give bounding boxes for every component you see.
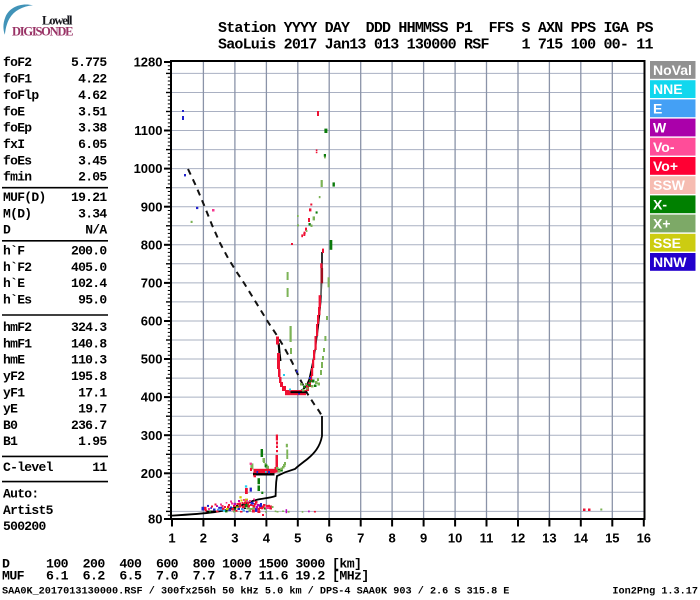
svg-text:500: 500 [141,352,163,367]
svg-text:h`Es: h`Es [3,292,32,307]
svg-text:X+: X+ [653,216,671,232]
svg-text:200: 200 [141,466,163,481]
svg-text:4.62: 4.62 [78,88,107,103]
svg-text:10: 10 [448,531,462,546]
svg-text:900: 900 [141,199,163,214]
svg-text:E: E [653,100,662,116]
svg-text:1: 1 [168,531,175,546]
svg-text:D 100 200 400 600 800: D 100 200 400 600 800 1000 1500 3000 [km… [2,556,361,571]
svg-text:1100: 1100 [134,123,162,138]
svg-text:yE: yE [3,402,18,417]
svg-text:SSE: SSE [653,235,681,251]
svg-text:102.4: 102.4 [71,276,107,291]
svg-text:4: 4 [263,531,271,546]
svg-text:700: 700 [141,276,163,291]
svg-text:Lowell: Lowell [42,13,73,27]
svg-text:236.7: 236.7 [71,418,107,433]
svg-text:600: 600 [141,314,163,329]
svg-text:9: 9 [420,531,427,546]
svg-text:11: 11 [92,460,107,475]
svg-text:140.8: 140.8 [71,336,107,351]
svg-text:hmF2: hmF2 [3,320,32,335]
svg-text:11: 11 [480,531,494,546]
svg-text:Ion2Png 1.3.17: Ion2Png 1.3.17 [612,587,698,598]
svg-text:N/A: N/A [85,223,107,238]
svg-text:C-level: C-level [3,460,54,475]
svg-text:foF1: foF1 [3,72,32,87]
svg-text:4.22: 4.22 [78,72,107,87]
svg-text:foF2: foF2 [3,55,32,70]
svg-text:5: 5 [294,531,301,546]
svg-text:B0: B0 [3,418,18,433]
svg-text:2.05: 2.05 [78,170,107,185]
svg-text:Auto:: Auto: [3,487,39,502]
svg-text:fxI: fxI [3,137,24,152]
svg-text:1280: 1280 [134,55,163,70]
svg-text:SAA0K_2017013130000.RSF / 300f: SAA0K_2017013130000.RSF / 300fx256h 50 k… [2,586,509,598]
svg-text:MUF(D): MUF(D) [3,190,46,205]
svg-text:Artist5: Artist5 [3,503,54,518]
svg-text:SaoLuis 2017 Jan13 013 130000: SaoLuis 2017 Jan13 013 130000 RSF 1 715 … [218,37,653,54]
svg-text:Vo+: Vo+ [653,158,678,174]
svg-text:16: 16 [637,531,651,546]
svg-text:3.34: 3.34 [78,206,107,221]
svg-text:yF1: yF1 [3,385,25,400]
svg-text:6.05: 6.05 [78,137,107,152]
svg-text:8: 8 [388,531,395,546]
svg-text:W: W [653,120,667,136]
svg-text:NNW: NNW [653,254,687,270]
svg-text:B1: B1 [3,434,18,449]
svg-text:NoVal: NoVal [653,62,692,78]
svg-text:400: 400 [141,390,163,405]
svg-text:1000: 1000 [134,161,163,176]
svg-text:19.21: 19.21 [71,190,107,205]
svg-text:800: 800 [141,237,163,252]
svg-text:h`F: h`F [3,244,25,259]
svg-text:500200: 500200 [3,519,47,534]
svg-text:17.1: 17.1 [78,385,107,400]
svg-text:fmin: fmin [3,170,32,185]
svg-text:3.45: 3.45 [78,153,107,168]
svg-text:324.3: 324.3 [71,320,107,335]
svg-text:13: 13 [542,531,556,546]
svg-text:foE: foE [3,104,25,119]
svg-text:foEp: foEp [3,121,32,136]
svg-text:X-: X- [653,196,667,212]
svg-text:80: 80 [148,512,162,527]
svg-text:12: 12 [511,531,525,546]
svg-text:M(D): M(D) [3,206,31,221]
svg-text:NNE: NNE [653,81,683,97]
svg-text:h`F2: h`F2 [3,260,32,275]
svg-text:hmF1: hmF1 [3,336,32,351]
svg-text:h`E: h`E [3,276,25,291]
svg-text:foEs: foEs [3,153,32,168]
svg-text:405.0: 405.0 [71,260,107,275]
svg-text:D: D [3,223,11,238]
svg-text:3: 3 [231,531,238,546]
svg-text:95.0: 95.0 [78,292,107,307]
svg-text:110.3: 110.3 [71,353,107,368]
svg-text:14: 14 [574,531,589,546]
svg-text:1.95: 1.95 [78,434,107,449]
svg-text:15: 15 [605,531,619,546]
svg-text:195.8: 195.8 [71,369,107,384]
svg-text:Vo-: Vo- [653,139,675,155]
svg-text:5.775: 5.775 [71,55,107,70]
svg-text:DIGISONDE: DIGISONDE [12,25,74,39]
svg-text:200.0: 200.0 [71,244,107,259]
svg-text:19.7: 19.7 [78,402,106,417]
svg-text:6: 6 [326,531,333,546]
svg-text:hmE: hmE [3,353,25,368]
svg-text:Station YYYY DAY DDD HHMMSS P: Station YYYY DAY DDD HHMMSS P1 FFS S AXN… [218,20,653,37]
svg-text:3.38: 3.38 [78,121,107,136]
svg-text:3.51: 3.51 [78,104,107,119]
svg-text:2: 2 [200,531,207,546]
svg-text:yF2: yF2 [3,369,25,384]
svg-text:SSW: SSW [653,177,686,193]
svg-text:foFlp: foFlp [3,88,39,103]
svg-text:7: 7 [357,531,364,546]
svg-text:MUF 6.1 6.2 6.5 7.0 7.7: MUF 6.1 6.2 6.5 7.0 7.7 8.7 11.6 19.2 [M… [2,569,369,584]
svg-text:300: 300 [141,428,163,443]
